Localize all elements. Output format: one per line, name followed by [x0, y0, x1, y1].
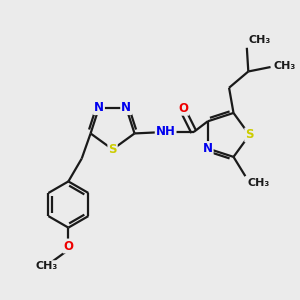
Text: S: S [108, 143, 117, 156]
Text: N: N [203, 142, 213, 155]
Text: CH₃: CH₃ [274, 61, 296, 70]
Text: N: N [121, 101, 131, 114]
Text: N: N [94, 101, 104, 114]
Text: CH₃: CH₃ [36, 261, 58, 271]
Text: CH₃: CH₃ [248, 178, 270, 188]
Text: S: S [245, 128, 254, 141]
Text: NH: NH [156, 125, 176, 139]
Text: CH₃: CH₃ [248, 35, 271, 45]
Text: O: O [63, 239, 74, 253]
Text: O: O [178, 102, 188, 115]
